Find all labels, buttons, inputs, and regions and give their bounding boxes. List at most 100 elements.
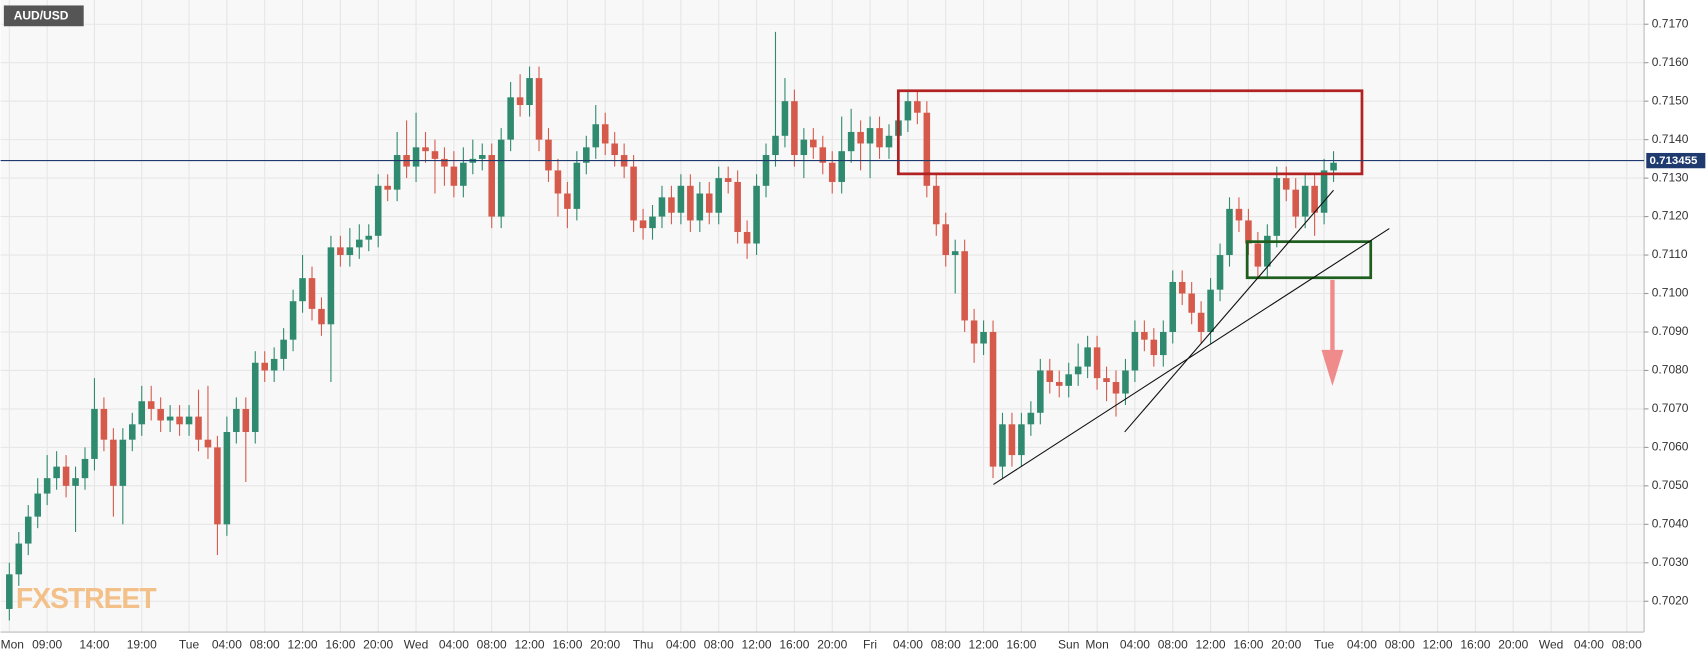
candle-body — [687, 185, 694, 221]
candle-body — [601, 124, 609, 144]
candle-body — [942, 224, 950, 256]
y-tick-label: 0.7080 — [1652, 363, 1689, 377]
x-tick-label: Fri — [863, 637, 877, 651]
x-tick-label: 20:00 — [817, 637, 847, 651]
candle-body — [1018, 424, 1025, 456]
candle-body — [961, 251, 968, 321]
candle-body — [422, 147, 429, 152]
candle-body — [1207, 289, 1214, 332]
x-tick-label: 12:00 — [515, 637, 545, 651]
x-tick-label: 12:00 — [969, 637, 999, 651]
y-tick-label: 0.7150 — [1652, 93, 1689, 107]
candle-body — [242, 408, 250, 433]
y-tick-label: 0.7100 — [1652, 286, 1689, 300]
candle-body — [545, 139, 552, 171]
candle-body — [100, 408, 108, 440]
candle-body — [876, 128, 883, 148]
candle-body — [810, 139, 817, 148]
candle-body — [53, 466, 60, 479]
y-tick-label: 0.7130 — [1652, 170, 1689, 184]
candle-body — [838, 151, 845, 182]
candle-body — [346, 247, 354, 256]
candle-body — [1301, 185, 1309, 217]
x-tick-label: 16:00 — [779, 637, 809, 651]
x-tick-label: Wed — [1539, 637, 1564, 651]
candle-body — [989, 331, 997, 467]
candle-body — [583, 147, 590, 163]
candle-body — [280, 339, 287, 359]
x-tick-label: 20:00 — [1271, 637, 1301, 651]
candle-body — [611, 143, 618, 156]
candle-body — [1226, 208, 1233, 256]
candle-body — [185, 416, 193, 425]
x-tick-label: 08:00 — [704, 637, 734, 651]
x-tick-label: 08:00 — [250, 637, 280, 651]
candle-body — [1245, 220, 1252, 244]
x-tick-label: 04:00 — [666, 637, 696, 651]
candle-body — [999, 424, 1006, 467]
candle-body — [384, 185, 391, 190]
candle-body — [166, 416, 174, 421]
x-tick-label: 20:00 — [1498, 637, 1528, 651]
candle-body — [318, 308, 325, 325]
watermark: FXSTREET — [16, 583, 157, 615]
support-box — [1245, 240, 1373, 280]
candle-body — [1055, 381, 1063, 386]
y-tick-label: 0.7070 — [1652, 401, 1689, 415]
y-tick-label: 0.7090 — [1652, 324, 1689, 338]
symbol-badge — [3, 5, 84, 27]
candle-body — [819, 147, 827, 163]
candle-body — [668, 197, 675, 213]
candle-body — [1188, 293, 1195, 313]
candle-body — [43, 478, 51, 494]
candle-body — [885, 135, 893, 148]
candle-body — [1216, 255, 1224, 290]
candle-body — [24, 516, 32, 544]
candle-body — [1178, 281, 1186, 294]
candle-body — [630, 166, 637, 221]
candle-body — [658, 197, 666, 217]
candle-body — [932, 185, 940, 225]
candle-body — [223, 432, 231, 525]
last-price-badge — [1646, 152, 1706, 169]
candle-body — [516, 97, 524, 106]
candle-body — [649, 216, 656, 229]
candle-body — [791, 101, 798, 156]
candle-body — [573, 162, 581, 209]
candle-body — [1065, 374, 1072, 386]
y-tick-label: 0.7050 — [1652, 478, 1689, 492]
x-tick-label: 12:00 — [1423, 637, 1453, 651]
candle-body — [772, 135, 779, 156]
x-tick-label: 08:00 — [1612, 637, 1642, 651]
candle-body — [327, 247, 335, 325]
candle-body — [1008, 424, 1016, 456]
candle-body — [705, 193, 713, 213]
candle-body — [800, 139, 808, 156]
candle-body — [1264, 235, 1271, 267]
x-tick-label: Mon — [1085, 637, 1108, 651]
candle-body — [337, 247, 344, 256]
candle-body — [1141, 331, 1148, 340]
candle-body — [639, 220, 647, 229]
candle-body — [734, 181, 741, 232]
candle-body — [554, 170, 562, 194]
candle-body — [1197, 312, 1205, 332]
x-tick-label: 04:00 — [1574, 637, 1604, 651]
x-tick-label: 12:00 — [742, 637, 772, 651]
candle-body — [923, 112, 931, 186]
candle-body — [715, 178, 723, 213]
candle-body — [1122, 370, 1129, 394]
candle-body — [157, 408, 164, 421]
candle-body — [696, 193, 704, 221]
candle-body — [1084, 347, 1091, 367]
last-price-label: 0.713455 — [1650, 155, 1698, 167]
candle-body — [251, 362, 259, 433]
candle-body — [233, 408, 240, 433]
candle-body — [431, 151, 439, 159]
candle-body — [1330, 162, 1337, 171]
candle-body — [828, 162, 836, 182]
annotations — [896, 89, 1390, 485]
arrow-head — [1321, 349, 1344, 387]
y-tick-label: 0.7060 — [1652, 440, 1689, 454]
y-tick-label: 0.7170 — [1652, 16, 1689, 30]
